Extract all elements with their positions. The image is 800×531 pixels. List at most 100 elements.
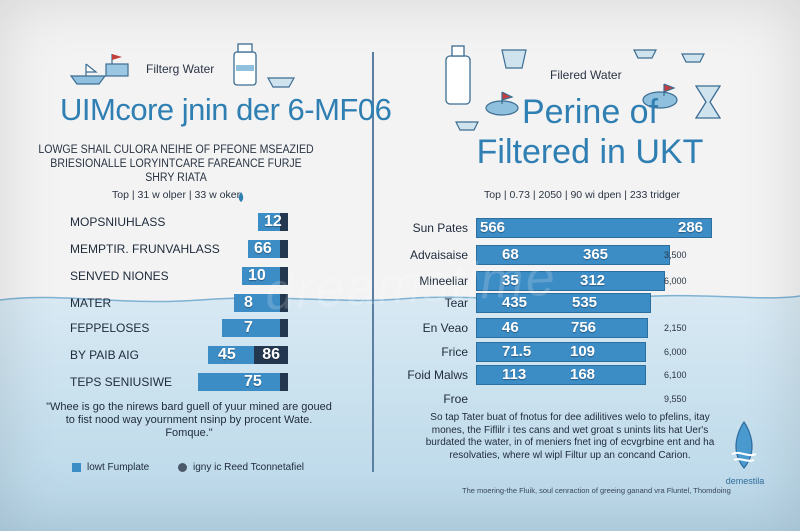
right-bar-value-2: 535: [572, 294, 598, 311]
left-row-label: FEPPELOSES: [70, 321, 150, 335]
right-bar-value-1: 113: [502, 366, 527, 383]
right-bar-value-1: 68: [502, 246, 519, 263]
right-bar-value-2: 168: [570, 366, 596, 383]
left-bar-value-2: 86: [262, 346, 280, 363]
right-bar-value-1: 35: [502, 272, 519, 289]
brand-name: demestila: [725, 476, 765, 486]
legend-label: lowt Fumplate: [87, 462, 150, 473]
left-quote: "Whee is go the nirews bard guell of yuu…: [46, 401, 332, 439]
left-bar-fill: [248, 240, 288, 258]
left-header-top: Top: [112, 189, 129, 201]
filter-cartridge-icon: [445, 45, 471, 105]
legend-item-reed: igny ic Reed Tconnetafiel: [178, 462, 304, 473]
left-row-label: TEPS SENIUSIWE: [70, 375, 173, 389]
right-bar-value-2: 312: [580, 272, 606, 289]
right-header-col4: 233 tridger: [629, 189, 681, 201]
left-subtitle-line2: BRIESIONALLE LORYINTCARE FAREANCE FURJE …: [50, 158, 302, 184]
left-row-label: MATER: [70, 296, 112, 310]
left-bar-fill: [198, 373, 288, 391]
left-bar-dark-segment: [280, 267, 288, 285]
right-bar: [476, 365, 646, 385]
right-bar-value-1: 435: [502, 294, 528, 311]
left-bar-value: 66: [254, 240, 272, 257]
dish-icon: [266, 77, 296, 88]
left-bar-value: 7: [244, 319, 253, 336]
left-bar: 66: [248, 240, 288, 258]
right-row-label: Sun Pates: [412, 221, 468, 235]
left-bar-value: 8: [244, 294, 253, 311]
left-bar-fill: [222, 319, 288, 337]
left-row-label: MOPSNIUHLASS: [70, 215, 166, 229]
right-bar-value-2: 756: [571, 319, 597, 336]
right-title-line2: Filtered in UKT: [476, 133, 704, 171]
left-bar: 45 86: [208, 346, 288, 364]
boat-icon: [69, 63, 107, 85]
right-bar: [476, 318, 648, 338]
left-row-label: MEMPTIR. FRUNVAHLASS: [70, 242, 220, 256]
boat-icon: [642, 83, 678, 109]
right-bar-value-1: 566: [480, 219, 506, 236]
filter-jug-icon: [233, 43, 257, 86]
left-bar: 7: [222, 319, 288, 337]
legend-label: igny ic Reed Tconnetafiel: [193, 462, 304, 473]
dish-icon: [455, 121, 479, 131]
left-bar: 75: [198, 373, 288, 391]
left-bar-value: 10: [248, 267, 266, 284]
left-bar-dark-segment: [280, 240, 288, 258]
right-title-line1: Perine of: [521, 93, 659, 131]
right-row-label: Frice: [441, 345, 468, 359]
left-bar-value: 45: [218, 346, 236, 363]
dish-icon: [633, 49, 657, 59]
right-row-note: 6,100: [664, 370, 687, 380]
right-bar: [476, 218, 712, 238]
left-bar: 12: [258, 213, 288, 231]
left-bar: 10: [242, 267, 288, 285]
left-bar-value: 12: [264, 213, 282, 230]
right-bar-value-2: 365: [583, 246, 609, 263]
left-bar-dark-segment: [254, 346, 288, 364]
left-bar-dark-segment: [280, 213, 288, 231]
right-row-note: 2,150: [664, 323, 687, 333]
left-bar-value: 75: [244, 373, 262, 390]
column-divider: [372, 52, 374, 472]
right-bar-value-2: 286: [678, 219, 704, 236]
left-bar-dark-segment: [280, 319, 288, 337]
right-row-note: 9,550: [664, 394, 687, 404]
right-header-top: Top: [484, 189, 501, 201]
right-bar: [476, 342, 646, 362]
left-row-label: BY PAIB AIG: [70, 348, 139, 362]
right-header-col3: 90 wi dpen: [570, 189, 622, 201]
left-bar: 8: [234, 294, 288, 312]
right-row-label: Advaisaise: [409, 248, 468, 262]
glass-icon: [501, 49, 527, 69]
right-row-label: Tear: [444, 296, 468, 310]
right-bar: [476, 271, 665, 291]
left-bar-fill: [242, 267, 288, 285]
left-bar-fill: [234, 294, 288, 312]
right-bar-value-2: 109: [570, 343, 596, 360]
water-drop-logo-icon: [731, 420, 757, 469]
legend-item-lowt: lowt Fumplate: [72, 462, 149, 473]
boat-icon: [485, 91, 519, 116]
flag-icon: [105, 54, 129, 77]
hourglass-icon: [694, 85, 722, 119]
right-row-label: Mineeliar: [419, 274, 468, 288]
left-header-col2: 33 w oker: [194, 189, 241, 201]
legend-swatch: [178, 463, 187, 472]
right-note: So tap Tater buat of fnotus for dee adil…: [425, 412, 715, 461]
left-header-row: Top | 31 w olper | 33 w oker: [112, 189, 241, 201]
right-row-label: Froe: [443, 392, 468, 406]
right-footer: The moering-the Fluik, soul cenraction o…: [462, 486, 731, 495]
right-header-row: Top | 0.73 | 2050 | 90 wi dpen | 233 tri…: [484, 189, 681, 201]
right-row-note: 3,500: [664, 250, 687, 260]
left-small-title: Filterg Water: [146, 62, 215, 76]
right-row-label: Foid Malws: [407, 368, 468, 382]
drop-marker-icon: [238, 192, 244, 202]
right-bar: [476, 293, 651, 313]
left-bar-dark-segment: [280, 294, 288, 312]
right-small-title: Filered Water: [550, 68, 622, 82]
right-bar-value-1: 46: [502, 319, 519, 336]
right-bar: [476, 245, 670, 265]
right-row-label: En Veao: [422, 321, 468, 335]
